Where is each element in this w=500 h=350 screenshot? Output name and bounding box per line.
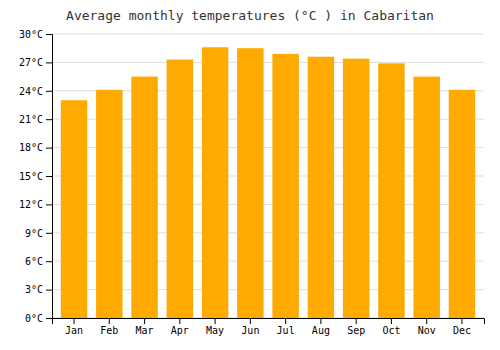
x-tick-label: Sep <box>347 325 365 336</box>
x-tick-mark <box>461 318 462 324</box>
bar <box>131 77 157 318</box>
y-tick-mark <box>46 204 52 205</box>
x-tick-mark <box>356 318 357 324</box>
y-tick-mark <box>46 176 52 177</box>
x-tick: Apr <box>171 318 189 336</box>
y-tick-mark <box>46 91 52 92</box>
bars <box>61 47 475 318</box>
x-tick-label: May <box>206 325 224 336</box>
x-tick-label: Jul <box>277 325 295 336</box>
y-axis-line <box>46 35 53 319</box>
y-tick-label: 3°C <box>25 284 43 295</box>
y-tick: 9°C <box>25 228 52 239</box>
bar <box>308 57 334 318</box>
y-axis: 0°C 3°C 6°C 9°C 12°C 15°C 18°C 21°C 24°C 27°C 30°C <box>19 29 53 324</box>
y-tick-mark <box>46 261 52 262</box>
y-tick-label: 6°C <box>25 256 43 267</box>
x-tick: Aug <box>312 318 330 336</box>
y-tick: 24°C <box>19 86 52 97</box>
bar <box>167 60 193 318</box>
grid <box>52 34 484 318</box>
x-tick-label: Apr <box>171 325 189 336</box>
grid-line <box>52 34 484 35</box>
x-tick-label: Jun <box>241 325 259 336</box>
x-tick-mark <box>391 318 392 324</box>
bar <box>449 90 475 318</box>
y-tick: 15°C <box>19 171 52 182</box>
y-tick: 6°C <box>25 256 52 267</box>
y-tick: 27°C <box>19 57 52 68</box>
x-tick-mark <box>426 318 427 324</box>
y-tick-mark <box>46 290 52 291</box>
y-tick-mark <box>46 34 52 35</box>
bar <box>413 77 439 318</box>
y-tick-label: 9°C <box>25 228 43 239</box>
y-tick-label: 27°C <box>19 57 43 68</box>
x-tick: Jul <box>277 318 295 336</box>
x-tick-mark <box>179 318 180 324</box>
x-axis-line <box>53 319 485 325</box>
y-tick: 21°C <box>19 114 52 125</box>
x-tick-mark <box>320 318 321 324</box>
y-tick-label: 15°C <box>19 171 43 182</box>
x-tick: Jun <box>241 318 259 336</box>
bar <box>61 100 87 318</box>
x-tick-mark <box>144 318 145 324</box>
x-tick: Nov <box>418 318 436 336</box>
bar <box>343 59 369 318</box>
y-tick-mark <box>46 318 52 319</box>
x-tick-mark <box>109 318 110 324</box>
y-tick-mark <box>46 119 52 120</box>
y-tick-label: 12°C <box>19 199 43 210</box>
x-tick: Feb <box>100 318 118 336</box>
bar <box>202 47 228 318</box>
x-tick-mark <box>250 318 251 324</box>
y-tick-label: 18°C <box>19 142 43 153</box>
x-axis: Jan Feb Mar Apr May Jun Jul Aug Sep Oct Nov Dec <box>53 318 485 336</box>
x-tick-label: Mar <box>136 325 154 336</box>
x-tick: Oct <box>382 318 400 336</box>
x-tick: May <box>206 318 224 336</box>
y-tick: 30°C <box>19 29 52 40</box>
y-tick-label: 0°C <box>25 313 43 324</box>
x-tick-label: Oct <box>382 325 400 336</box>
grid-line <box>52 62 484 63</box>
x-tick-mark <box>74 318 75 324</box>
x-tick: Mar <box>136 318 154 336</box>
y-tick: 18°C <box>19 142 52 153</box>
bar <box>237 48 263 318</box>
y-tick-mark <box>46 62 52 63</box>
bar <box>96 90 122 318</box>
bar <box>378 63 404 318</box>
y-tick-mark <box>46 148 52 149</box>
x-tick: Dec <box>453 318 471 336</box>
chart: 0°C 3°C 6°C 9°C 12°C 15°C 18°C 21°C 24°C 27°C 30°C… <box>0 0 500 350</box>
y-tick-label: 21°C <box>19 114 43 125</box>
x-tick-label: Aug <box>312 325 330 336</box>
y-tick: 3°C <box>25 284 52 295</box>
x-tick-label: Nov <box>418 325 436 336</box>
x-tick-label: Feb <box>100 325 118 336</box>
x-tick-mark <box>215 318 216 324</box>
x-tick: Jan <box>65 318 83 336</box>
bar <box>272 54 298 318</box>
x-tick: Sep <box>347 318 365 336</box>
x-tick-label: Jan <box>65 325 83 336</box>
y-tick-mark <box>46 233 52 234</box>
y-tick: 12°C <box>19 199 52 210</box>
y-tick: 0°C <box>25 313 52 324</box>
y-tick-label: 24°C <box>19 86 43 97</box>
x-tick-label: Dec <box>453 325 471 336</box>
plot: 0°C 3°C 6°C 9°C 12°C 15°C 18°C 21°C 24°C 27°C 30°C… <box>19 29 485 336</box>
title: Average monthly temperatures (°C ) in Ca… <box>66 8 434 23</box>
x-tick-mark <box>285 318 286 324</box>
y-tick-label: 30°C <box>19 29 43 40</box>
